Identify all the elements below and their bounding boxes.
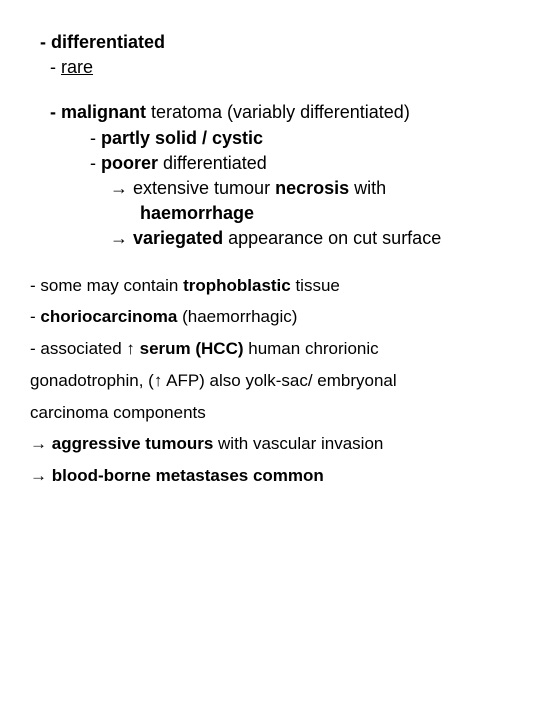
line-haemorrhage: haemorrhage <box>20 201 520 226</box>
line-malignant: - malignant teratoma (variably different… <box>20 100 520 125</box>
arrow-icon: → <box>30 466 47 485</box>
text: partly solid / cystic <box>101 128 263 148</box>
line-differentiated: - differentiated <box>20 30 520 55</box>
text-necrosis: necrosis <box>275 178 349 198</box>
prefix: - some may contain <box>30 276 183 295</box>
arrow-icon: → <box>110 178 128 198</box>
text-bold: aggressive tumours <box>52 434 214 453</box>
text-bold: serum (HCC) <box>135 339 244 358</box>
text-bold: trophoblastic <box>183 276 291 295</box>
line-bloodborne: → blood-borne metastases common <box>20 464 520 488</box>
text-rest: appearance on cut surface <box>223 228 441 248</box>
prefix: gonadotrophin, ( <box>30 371 154 390</box>
line-necrosis: → extensive tumour necrosis with <box>20 176 520 201</box>
rest: AFP) also yolk-sac/ embryonal <box>162 371 396 390</box>
text1: extensive tumour <box>128 178 275 198</box>
line-partly-solid: - partly solid / cystic <box>20 126 520 151</box>
text-malignant: malignant <box>61 102 146 122</box>
text: haemorrhage <box>140 203 254 223</box>
line-poorer: - poorer differentiated <box>20 151 520 176</box>
text-rest: differentiated <box>158 153 267 173</box>
rest: with vascular invasion <box>213 434 383 453</box>
arrow-icon: → <box>30 434 47 453</box>
text-rare: rare <box>61 57 93 77</box>
line-choriocarcinoma: - choriocarcinoma (haemorrhagic) <box>20 305 520 329</box>
block-differentiated: - differentiated - rare - malignant tera… <box>20 30 520 252</box>
text-bold: choriocarcinoma <box>40 307 177 326</box>
text-bold: blood-borne metastases common <box>52 466 324 485</box>
dash: - <box>90 128 101 148</box>
line-rare: - rare <box>20 55 520 80</box>
line-carcinoma: carcinoma components <box>20 401 520 425</box>
text2: with <box>349 178 386 198</box>
text: carcinoma components <box>30 403 206 422</box>
text-poorer: poorer <box>101 153 158 173</box>
text-rest: teratoma (variably differentiated) <box>146 102 410 122</box>
dash: - <box>50 102 61 122</box>
line-gonadotrophin: gonadotrophin, (↑ AFP) also yolk-sac/ em… <box>20 369 520 393</box>
prefix: - associated <box>30 339 126 358</box>
rest: (haemorrhagic) <box>177 307 297 326</box>
line-trophoblastic: - some may contain trophoblastic tissue <box>20 274 520 298</box>
text: - differentiated <box>40 32 165 52</box>
prefix: - <box>30 307 40 326</box>
rest: tissue <box>291 276 340 295</box>
line-associated: - associated ↑ serum (HCC) human chrorio… <box>20 337 520 361</box>
block-additional: - some may contain trophoblastic tissue … <box>20 274 520 489</box>
up-arrow-icon: ↑ <box>126 339 135 358</box>
rest: human chrorionic <box>244 339 379 358</box>
dash: - <box>90 153 101 173</box>
text-variegated: variegated <box>133 228 223 248</box>
dash: - <box>50 57 61 77</box>
line-aggressive: → aggressive tumours with vascular invas… <box>20 432 520 456</box>
line-variegated: → variegated appearance on cut surface <box>20 226 520 251</box>
arrow-icon: → <box>110 228 128 248</box>
